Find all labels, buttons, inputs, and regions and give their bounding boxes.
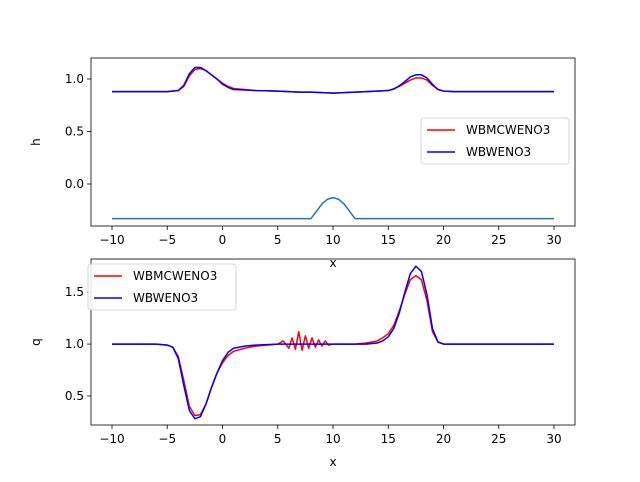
x-tick-label: 0 xyxy=(219,233,227,247)
y-tick-label: 1.5 xyxy=(65,285,84,299)
x-tick-label: 25 xyxy=(491,233,506,247)
legend-label: WBWENO3 xyxy=(133,291,198,305)
x-tick-label: 15 xyxy=(381,233,396,247)
x-tick-label: 5 xyxy=(274,233,282,247)
x-tick-label: −5 xyxy=(158,432,176,446)
wbweno3-series-line xyxy=(112,265,554,420)
x-tick-label: −10 xyxy=(99,432,124,446)
legend: WBMCWENO3 WBWENO3 xyxy=(87,263,237,311)
x-tick-label: 10 xyxy=(325,432,340,446)
legend-label: WBMCWENO3 xyxy=(133,269,217,283)
x-tick-label: −10 xyxy=(99,233,124,247)
x-tick-label: 20 xyxy=(436,233,451,247)
wbweno3-series-line xyxy=(112,66,554,94)
legend-label: WBWENO3 xyxy=(466,145,531,159)
x-tick-label: 5 xyxy=(274,432,282,446)
y-tick-label: 1.0 xyxy=(65,337,84,351)
bottom-profile-series-line xyxy=(112,196,554,220)
wbmcweno3-series-line xyxy=(112,67,554,94)
y-tick-label: 0.5 xyxy=(65,389,84,403)
x-tick-label: −5 xyxy=(158,233,176,247)
x-axis-label: x xyxy=(329,455,336,469)
y-tick-label: 0.0 xyxy=(65,177,84,191)
x-tick-label: 30 xyxy=(546,432,561,446)
legend: WBMCWENO3 WBWENO3 xyxy=(420,117,570,165)
y-axis-label: q xyxy=(29,338,43,346)
legend-label: WBMCWENO3 xyxy=(466,123,550,137)
bottom-plot-q: −10 −5 0 5 10 15 20 25 30 0.5 1.0 1.5 x q WBMCWENO3 WBW… xyxy=(29,258,576,469)
x-tick-label: 15 xyxy=(381,432,396,446)
y-tick-label: 0.5 xyxy=(65,125,84,139)
x-tick-label: 10 xyxy=(325,233,340,247)
x-tick-label: 0 xyxy=(219,432,227,446)
y-tick-label: 1.0 xyxy=(65,72,84,86)
x-tick-label: 20 xyxy=(436,432,451,446)
top-plot-h: −10 −5 0 5 10 15 20 25 30 0.0 0.5 1.0 x h WBMCWENO3 WBW… xyxy=(29,57,576,270)
x-tick-label: 25 xyxy=(491,432,506,446)
x-axis-label: x xyxy=(329,256,336,270)
x-tick-label: 30 xyxy=(546,233,561,247)
y-axis-label: h xyxy=(29,138,43,146)
